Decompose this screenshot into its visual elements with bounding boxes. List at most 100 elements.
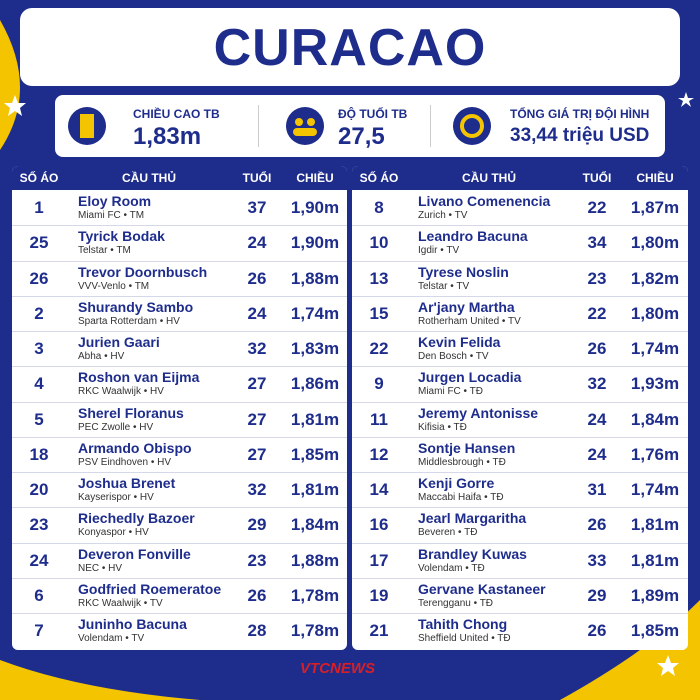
row-divider <box>12 401 347 403</box>
row-divider <box>352 295 688 297</box>
row-divider <box>352 613 688 614</box>
row-divider <box>12 366 347 368</box>
shirt-number: 19 <box>369 585 389 605</box>
player-name: Shurandy Sambo <box>78 298 194 315</box>
player-age: 24 <box>587 409 607 429</box>
row-divider <box>12 577 347 579</box>
player-age: 32 <box>247 480 267 499</box>
column-header: SỐ ÁO <box>352 166 406 190</box>
player-club: Kifisia • TĐ <box>418 421 467 433</box>
player-height: 1,84m <box>290 515 340 535</box>
player-club: Maccabi Haifa • TĐ <box>418 492 504 503</box>
player-age: 22 <box>587 303 607 323</box>
player-name: Juninho Bacuna <box>78 616 187 632</box>
player-height: 1,80m <box>630 233 680 253</box>
row-divider <box>12 507 347 509</box>
player-age: 27 <box>247 409 267 429</box>
player-name: Jurgen Locadia <box>418 369 522 386</box>
player-age: 26 <box>587 515 607 535</box>
shirt-number: 24 <box>29 550 49 570</box>
player-height: 1,81m <box>290 480 340 499</box>
shirt-number: 10 <box>369 233 389 253</box>
shirt-number: 2 <box>34 303 44 323</box>
stat-label: TỔNG GIÁ TRỊ ĐỘI HÌNH <box>510 107 650 121</box>
player-name: Armando Obispo <box>78 439 192 456</box>
row-divider <box>12 260 347 262</box>
player-name: Livano Comenencia <box>418 193 551 209</box>
player-height: 1,85m <box>290 444 340 464</box>
player-name: Riechedly Bazoer <box>78 510 195 527</box>
player-club: Igdir • TV <box>418 245 460 257</box>
player-age: 23 <box>587 268 607 288</box>
player-height: 1,83m <box>290 339 340 358</box>
shirt-number: 18 <box>29 444 49 464</box>
player-height: 1,78m <box>290 585 340 605</box>
player-height: 1,76m <box>630 444 680 464</box>
player-name: Eloy Room <box>78 193 152 209</box>
column-header: TUỔI <box>572 166 622 190</box>
player-club: Sheffield United • TĐ <box>418 633 511 644</box>
player-club: Rotherham United • TV <box>418 315 521 327</box>
shirt-number: 26 <box>29 268 49 288</box>
column-header: SỐ ÁO <box>12 166 66 190</box>
player-name: Jurien Gaari <box>78 334 160 350</box>
player-height: 1,74m <box>290 303 340 323</box>
shirt-number: 11 <box>370 409 388 429</box>
player-height: 1,89m <box>630 585 680 605</box>
shirt-number: 5 <box>34 409 44 429</box>
swoosh <box>0 20 20 150</box>
row-divider <box>12 225 347 227</box>
icon-age <box>286 107 324 145</box>
player-height: 1,93m <box>630 374 680 394</box>
row-divider <box>12 613 347 614</box>
icon-height <box>68 107 106 145</box>
row-divider <box>352 225 688 227</box>
shirt-number: 14 <box>369 480 389 499</box>
player-age: 28 <box>247 621 267 640</box>
player-name: Godfried Roemeratoe <box>78 580 222 597</box>
shirt-number: 17 <box>369 550 389 570</box>
player-height: 1,86m <box>290 374 340 394</box>
shirt-number: 22 <box>369 339 389 358</box>
player-name: Sontje Hansen <box>418 439 516 456</box>
player-name: Kenji Gorre <box>418 475 495 491</box>
shirt-number: 8 <box>374 198 384 217</box>
star <box>657 655 679 676</box>
player-name: Joshua Brenet <box>78 475 176 491</box>
stat-value: 27,5 <box>338 123 385 150</box>
player-club: Kayserispor • HV <box>78 492 154 503</box>
player-age: 29 <box>247 515 267 535</box>
player-height: 1,85m <box>630 621 680 640</box>
shirt-number: 23 <box>29 515 49 535</box>
column-header: CẦU THỦ <box>406 166 572 190</box>
player-age: 26 <box>587 621 607 640</box>
stat-value: 33,44 triệu USD <box>510 125 650 146</box>
player-age: 27 <box>247 444 267 464</box>
player-height: 1,81m <box>290 409 340 429</box>
player-age: 23 <box>247 550 267 570</box>
row-divider <box>352 260 688 262</box>
player-age: 34 <box>587 233 607 253</box>
row-divider <box>352 366 688 368</box>
row-divider <box>12 542 347 544</box>
star <box>678 92 694 107</box>
shirt-number: 16 <box>369 515 389 535</box>
player-name: Jearl Margaritha <box>418 510 527 527</box>
player-club: PSV Eindhoven • HV <box>78 456 171 468</box>
icon-value <box>453 107 491 145</box>
player-height: 1,81m <box>630 515 680 535</box>
player-age: 31 <box>587 480 607 499</box>
player-age: 37 <box>247 198 267 217</box>
row-divider <box>12 436 347 438</box>
row-divider <box>352 472 688 473</box>
player-name: Tyrick Bodak <box>78 228 165 245</box>
player-club: PEC Zwolle • HV <box>78 421 154 433</box>
swoosh <box>560 600 700 700</box>
row-divider <box>352 542 688 544</box>
player-height: 1,90m <box>290 198 340 217</box>
player-club: NEC • HV <box>78 562 123 574</box>
shirt-number: 1 <box>34 198 44 217</box>
player-height: 1,81m <box>630 550 680 570</box>
